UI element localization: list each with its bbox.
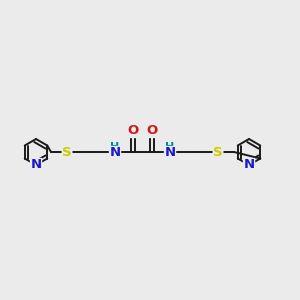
Text: N: N [110,146,121,160]
Text: O: O [146,124,158,137]
Text: H: H [110,142,120,152]
Text: N: N [164,146,175,160]
Text: O: O [128,124,139,137]
Text: S: S [213,146,223,158]
Text: N: N [243,158,255,172]
Text: N: N [30,158,42,172]
Text: H: H [165,142,175,152]
Text: S: S [62,146,72,158]
